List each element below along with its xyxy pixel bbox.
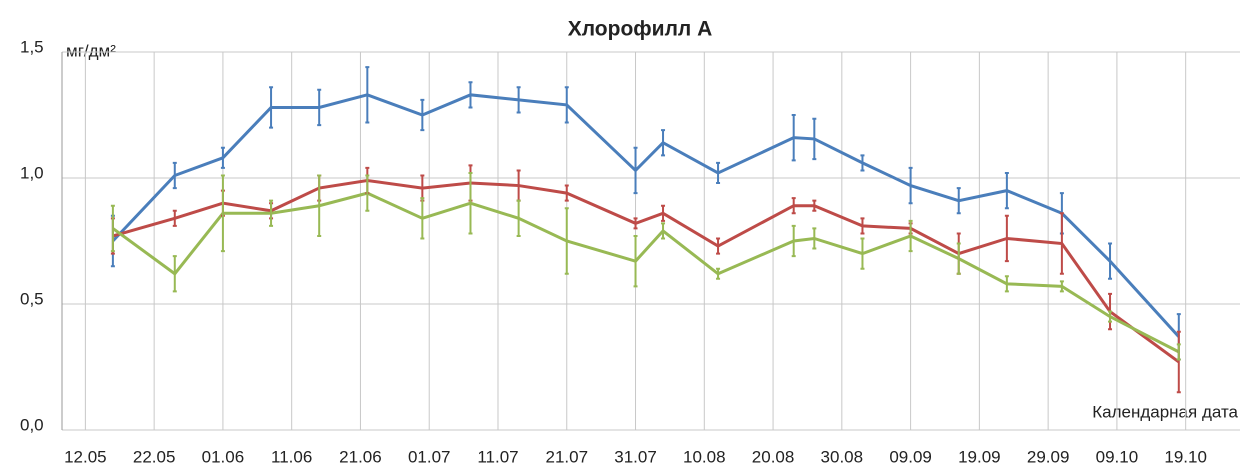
error-bar xyxy=(1059,212,1064,275)
x-tick-label: 20.08 xyxy=(752,447,795,466)
error-bar xyxy=(1176,330,1181,394)
error-bar xyxy=(365,66,370,124)
error-bar xyxy=(1176,343,1181,361)
error-bar xyxy=(791,224,796,258)
error-bar xyxy=(564,184,569,202)
error-bar xyxy=(172,161,177,190)
error-bar xyxy=(956,242,961,275)
y-tick-label: 0,0 xyxy=(20,415,44,434)
x-tick-label: 21.06 xyxy=(339,447,382,466)
error-bar xyxy=(716,267,721,280)
x-tick-label: 11.07 xyxy=(477,447,518,466)
error-bar xyxy=(110,204,115,253)
x-tick-label: 01.07 xyxy=(408,447,451,466)
error-bar xyxy=(317,88,322,127)
error-bar xyxy=(420,197,425,240)
error-bar xyxy=(812,199,817,212)
x-tick-label: 10.08 xyxy=(683,447,726,466)
error-bar xyxy=(365,174,370,212)
x-tick-label: 12.05 xyxy=(64,447,107,466)
error-bar xyxy=(1108,242,1113,280)
x-tick-label: 19.10 xyxy=(1164,447,1207,466)
error-bar xyxy=(860,154,865,172)
y-tick-label: 0,5 xyxy=(20,289,44,308)
error-bar xyxy=(812,117,817,161)
error-bar xyxy=(1059,280,1064,293)
x-tick-label: 30.08 xyxy=(821,447,864,466)
error-bar xyxy=(420,98,425,132)
x-tick-label: 19.09 xyxy=(958,447,1001,466)
chart-title: Хлорофилл А xyxy=(568,18,713,41)
error-bar xyxy=(716,237,721,255)
error-bar xyxy=(661,129,666,157)
error-bar xyxy=(564,207,569,275)
x-axis-label: Календарная дата xyxy=(1092,402,1238,421)
error-bar xyxy=(633,217,638,230)
error-bar xyxy=(468,81,473,109)
error-bar xyxy=(791,114,796,162)
x-tick-label: 09.10 xyxy=(1096,447,1139,466)
x-tick-label: 22.05 xyxy=(133,447,176,466)
error-bar xyxy=(908,219,913,253)
error-bar xyxy=(661,204,666,222)
error-bar xyxy=(956,187,961,215)
x-tick-label: 31.07 xyxy=(614,447,657,466)
error-bar xyxy=(172,209,177,227)
error-bar xyxy=(661,222,666,240)
error-bar xyxy=(791,197,796,215)
error-bar xyxy=(908,166,913,205)
error-bar xyxy=(516,86,521,114)
error-bar xyxy=(1108,310,1113,323)
error-bar xyxy=(1004,275,1009,293)
y-axis-label: мг/дм² xyxy=(66,41,116,60)
series-line xyxy=(111,93,1180,338)
error-bar xyxy=(468,171,473,235)
error-bar xyxy=(1004,214,1009,263)
error-bar xyxy=(317,174,322,237)
error-bar xyxy=(860,237,865,270)
error-bar xyxy=(860,217,865,235)
y-tick-label: 1,5 xyxy=(20,37,44,56)
series-line xyxy=(112,179,1180,364)
x-tick-label: 11.06 xyxy=(271,447,312,466)
x-tick-label: 09.09 xyxy=(889,447,932,466)
error-bar xyxy=(716,161,721,185)
x-tick-label: 21.07 xyxy=(545,447,588,466)
error-bar xyxy=(220,174,225,253)
error-bar xyxy=(172,255,177,293)
error-bar xyxy=(269,86,274,129)
error-bar xyxy=(564,86,569,124)
error-bar xyxy=(812,227,817,250)
error-bar xyxy=(516,199,521,237)
error-bar xyxy=(633,146,638,195)
x-tick-label: 29.09 xyxy=(1027,447,1070,466)
error-bar xyxy=(269,199,274,227)
y-tick-label: 1,0 xyxy=(20,163,44,182)
error-bar xyxy=(220,146,225,169)
error-bar xyxy=(1004,171,1009,210)
error-bar xyxy=(633,234,638,288)
x-tick-label: 01.06 xyxy=(202,447,245,466)
series-line xyxy=(112,191,1180,354)
